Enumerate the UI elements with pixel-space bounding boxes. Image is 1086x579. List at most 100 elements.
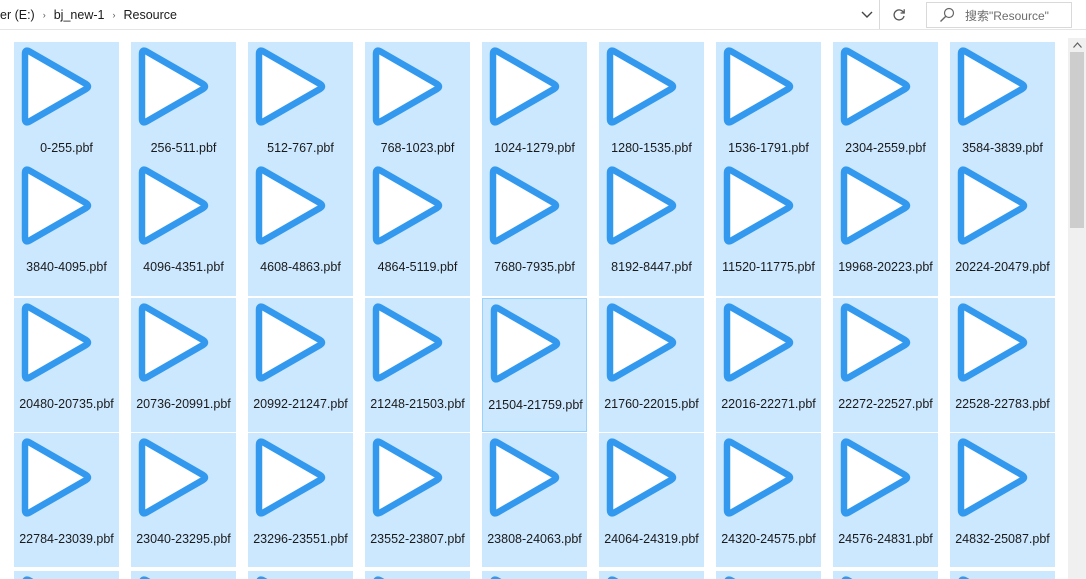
file-item[interactable]: 22528-22783.pbf (950, 298, 1055, 432)
play-triangle-icon (724, 576, 736, 579)
play-triangle-icon (841, 576, 853, 579)
file-item[interactable]: 22016-22271.pbf (716, 298, 821, 432)
file-item[interactable]: 24576-24831.pbf (833, 433, 938, 567)
file-item[interactable]: 1536-1791.pbf (716, 42, 821, 161)
file-item[interactable]: 23040-23295.pbf (131, 433, 236, 567)
play-triangle-icon (138, 166, 209, 245)
file-grid[interactable]: 0-255.pbf 256-511.pbf 512-767.pbf 768-1023.… (0, 30, 1068, 579)
file-item[interactable]: 2304-2559.pbf (833, 42, 938, 161)
file-name: 20736-20991.pbf (136, 397, 231, 411)
search-input[interactable]: 搜索"Resource" (926, 2, 1072, 28)
file-item[interactable]: 512-767.pbf (248, 42, 353, 161)
play-triangle-icon (840, 438, 911, 517)
file-item[interactable] (599, 571, 704, 579)
file-name: 4608-4863.pbf (260, 260, 341, 274)
file-name: 22784-23039.pbf (19, 532, 114, 546)
file-item[interactable]: 4864-5119.pbf (365, 161, 470, 296)
play-triangle-icon (21, 303, 92, 382)
file-item[interactable]: 768-1023.pbf (365, 42, 470, 161)
file-item[interactable] (14, 571, 119, 579)
file-item[interactable]: 4608-4863.pbf (248, 161, 353, 296)
file-name: 24320-24575.pbf (721, 532, 816, 546)
breadcrumb-drive[interactable]: er (E:) (0, 7, 35, 22)
file-item[interactable]: 0-255.pbf (14, 42, 119, 161)
file-item[interactable]: 20224-20479.pbf (950, 161, 1055, 296)
file-item[interactable]: 7680-7935.pbf (482, 161, 587, 296)
file-item[interactable]: 20992-21247.pbf (248, 298, 353, 432)
file-item[interactable]: 24832-25087.pbf (950, 433, 1055, 567)
file-item[interactable]: 3584-3839.pbf (950, 42, 1055, 161)
file-name: 1536-1791.pbf (728, 141, 809, 155)
play-triangle-icon (139, 576, 151, 579)
file-item[interactable]: 8192-8447.pbf (599, 161, 704, 296)
play-triangle-icon (22, 576, 34, 579)
play-triangle-icon (372, 166, 443, 245)
breadcrumb-separator-icon[interactable]: › (112, 9, 116, 20)
file-item[interactable] (365, 571, 470, 579)
file-name: 23808-24063.pbf (487, 532, 582, 546)
file-name: 22528-22783.pbf (955, 397, 1050, 411)
play-triangle-icon (489, 438, 560, 517)
file-name: 2304-2559.pbf (845, 141, 926, 155)
file-item[interactable]: 23808-24063.pbf (482, 433, 587, 567)
file-name: 1280-1535.pbf (611, 141, 692, 155)
file-item[interactable] (248, 571, 353, 579)
file-item[interactable]: 256-511.pbf (131, 42, 236, 161)
address-history-button[interactable] (856, 4, 878, 26)
vertical-scrollbar[interactable] (1068, 38, 1086, 579)
play-triangle-icon (723, 438, 794, 517)
file-item[interactable]: 24320-24575.pbf (716, 433, 821, 567)
file-name: 0-255.pbf (40, 141, 93, 155)
file-item[interactable]: 19968-20223.pbf (833, 161, 938, 296)
file-name: 3840-4095.pbf (26, 260, 107, 274)
file-item[interactable]: 21760-22015.pbf (599, 298, 704, 432)
play-triangle-icon (138, 438, 209, 517)
breadcrumb-folder[interactable]: bj_new-1 (53, 7, 105, 22)
file-item[interactable] (716, 571, 821, 579)
play-triangle-icon (723, 47, 794, 126)
play-triangle-icon (723, 303, 794, 382)
file-item[interactable]: 22784-23039.pbf (14, 433, 119, 567)
breadcrumb[interactable]: er (E:) › bj_new-1 › Resource (0, 0, 880, 29)
play-triangle-icon (957, 303, 1028, 382)
file-item[interactable]: 21504-21759.pbf (482, 298, 587, 432)
file-item[interactable]: 23552-23807.pbf (365, 433, 470, 567)
play-triangle-icon (255, 438, 326, 517)
file-item[interactable]: 21248-21503.pbf (365, 298, 470, 432)
scroll-up-arrow-icon[interactable] (1068, 38, 1086, 52)
play-triangle-icon (607, 576, 619, 579)
file-name: 23296-23551.pbf (253, 532, 348, 546)
file-item[interactable]: 20480-20735.pbf (14, 298, 119, 432)
file-item[interactable] (482, 571, 587, 579)
file-item[interactable]: 4096-4351.pbf (131, 161, 236, 296)
file-name: 24832-25087.pbf (955, 532, 1050, 546)
play-triangle-icon (21, 47, 92, 126)
file-item[interactable]: 23296-23551.pbf (248, 433, 353, 567)
breadcrumb-current-folder[interactable]: Resource (123, 7, 177, 22)
file-item[interactable]: 24064-24319.pbf (599, 433, 704, 567)
file-item[interactable]: 20736-20991.pbf (131, 298, 236, 432)
file-name: 22272-22527.pbf (838, 397, 933, 411)
file-name: 20992-21247.pbf (253, 397, 348, 411)
play-triangle-icon (255, 166, 326, 245)
file-item[interactable]: 3840-4095.pbf (14, 161, 119, 296)
breadcrumb-separator-icon[interactable]: › (42, 9, 46, 20)
file-item[interactable]: 11520-11775.pbf (716, 161, 821, 296)
file-name: 24064-24319.pbf (604, 532, 699, 546)
play-triangle-icon (606, 166, 677, 245)
file-item[interactable]: 22272-22527.pbf (833, 298, 938, 432)
file-name: 512-767.pbf (267, 141, 334, 155)
file-item[interactable]: 1024-1279.pbf (482, 42, 587, 161)
scrollbar-thumb[interactable] (1070, 52, 1084, 228)
file-item[interactable]: 1280-1535.pbf (599, 42, 704, 161)
play-triangle-icon (372, 47, 443, 126)
refresh-button[interactable] (886, 3, 912, 27)
file-name: 21504-21759.pbf (488, 398, 583, 412)
file-name: 20480-20735.pbf (19, 397, 114, 411)
file-item[interactable] (950, 571, 1055, 579)
file-item[interactable] (833, 571, 938, 579)
play-triangle-icon (723, 166, 794, 245)
file-item[interactable] (131, 571, 236, 579)
play-triangle-icon (372, 438, 443, 517)
file-name: 23040-23295.pbf (136, 532, 231, 546)
